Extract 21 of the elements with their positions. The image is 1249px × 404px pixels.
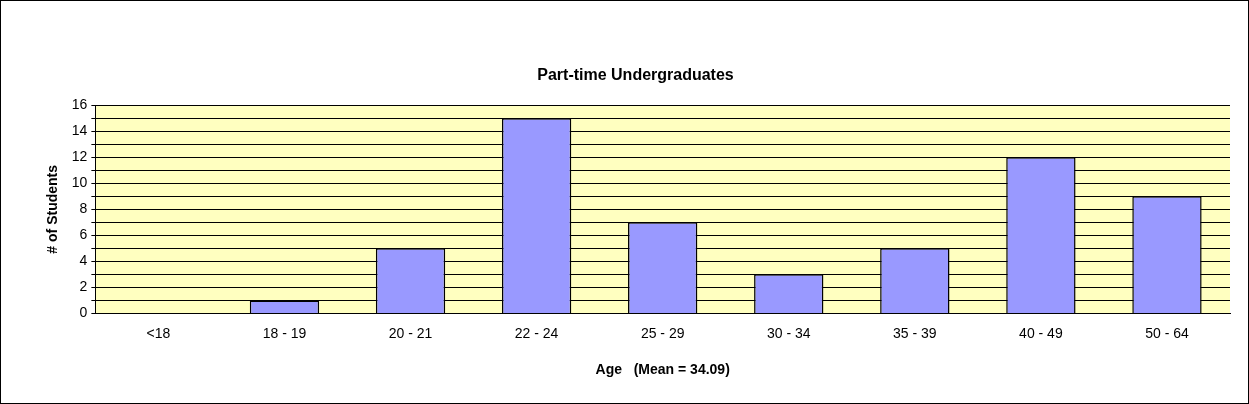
x-tick-label: 18 - 19 — [262, 324, 307, 341]
x-tick-label: 50 - 64 — [1145, 324, 1189, 341]
y-tick-label: 4 — [79, 252, 88, 269]
x-tick-label: 20 - 21 — [388, 324, 433, 341]
y-axis-title: # of Students — [44, 164, 61, 254]
y-tick-label: 6 — [79, 226, 88, 243]
y-tick-label: 12 — [71, 148, 88, 165]
x-tick-label: 30 - 34 — [766, 324, 811, 341]
x-tick-label: <18 — [146, 324, 171, 341]
chart-title: Part-time Undergraduates — [537, 66, 734, 84]
y-tick-label: 14 — [71, 122, 88, 139]
y-tick-label: 0 — [79, 304, 88, 321]
y-tick-label: 8 — [79, 200, 88, 217]
x-axis-title: Age (Mean = 34.09) — [595, 361, 730, 378]
x-tick-label: 40 - 49 — [1019, 324, 1063, 341]
y-tick-label: 10 — [71, 174, 88, 191]
y-tick-label: 16 — [71, 96, 88, 113]
x-tick-label: 25 - 29 — [640, 324, 685, 341]
x-tick-label: 35 - 39 — [893, 324, 937, 341]
x-tick-label: 22 - 24 — [514, 324, 559, 341]
y-tick-label: 2 — [79, 278, 88, 295]
